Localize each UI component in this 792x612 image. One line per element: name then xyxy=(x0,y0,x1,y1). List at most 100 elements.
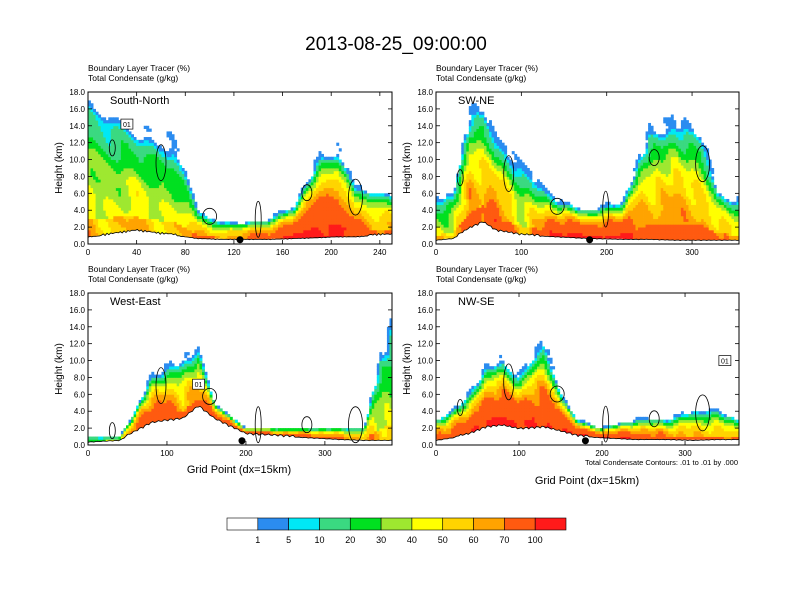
field-cell xyxy=(668,198,672,203)
field-cell xyxy=(108,190,112,194)
field-cell xyxy=(524,179,528,183)
y-axis-label: Height (km) xyxy=(54,142,65,194)
field-cell xyxy=(227,224,231,228)
field-cell xyxy=(511,221,515,225)
field-cell xyxy=(438,213,442,217)
field-cell xyxy=(478,165,482,169)
field-cell xyxy=(110,184,114,189)
field-cell xyxy=(136,165,140,169)
field-cell xyxy=(386,198,390,203)
field-cell xyxy=(333,165,337,169)
field-cell xyxy=(665,137,669,141)
field-cell xyxy=(166,156,170,160)
field-cell xyxy=(658,235,662,239)
field-cell xyxy=(336,227,340,231)
field-cell xyxy=(141,159,145,163)
field-cell xyxy=(348,179,352,183)
field-cell xyxy=(123,193,127,197)
field-cell xyxy=(448,196,452,200)
field-cell xyxy=(653,134,657,138)
field-cell xyxy=(100,159,104,163)
field-cell xyxy=(141,207,145,211)
field-cell xyxy=(458,184,462,189)
field-cell xyxy=(494,193,497,197)
field-cell xyxy=(333,198,337,203)
field-cell xyxy=(361,229,365,234)
field-cell xyxy=(670,131,674,135)
field-cell xyxy=(303,207,307,211)
field-cell xyxy=(313,190,317,194)
field-cell xyxy=(489,156,492,160)
field-cell xyxy=(660,232,664,236)
field-cell xyxy=(156,151,160,155)
field-cell xyxy=(675,128,679,132)
field-cell xyxy=(544,204,548,208)
field-cell xyxy=(559,227,563,231)
field-cell xyxy=(504,196,508,200)
field-cell xyxy=(295,224,299,228)
field-cell xyxy=(638,218,641,222)
field-cell xyxy=(189,218,193,222)
field-cell xyxy=(272,235,276,239)
field-cell xyxy=(126,159,129,163)
field-cell xyxy=(146,139,150,144)
field-cell xyxy=(131,153,134,158)
field-cell xyxy=(131,168,134,172)
field-cell xyxy=(443,204,447,208)
field-cell xyxy=(143,168,147,172)
field-cell xyxy=(519,229,523,234)
field-cell xyxy=(118,139,122,144)
field-cell xyxy=(105,131,109,135)
field-cell xyxy=(660,184,664,189)
field-cell xyxy=(98,184,102,189)
field-cell xyxy=(663,187,667,191)
field-cell xyxy=(381,210,385,214)
field-cell xyxy=(572,215,576,220)
field-cell xyxy=(658,184,662,189)
field-cell xyxy=(331,196,335,200)
field-cell xyxy=(499,170,503,175)
field-cell xyxy=(653,224,657,228)
field-cell xyxy=(343,179,347,183)
field-cell xyxy=(592,235,596,239)
field-cell xyxy=(341,207,345,211)
field-cell xyxy=(552,210,556,214)
field-cell xyxy=(524,224,528,228)
field-cell xyxy=(103,187,107,191)
field-cell xyxy=(90,232,94,236)
field-cell xyxy=(476,148,480,152)
field-cell xyxy=(597,224,601,228)
field-cell xyxy=(514,182,518,186)
field-cell xyxy=(473,221,477,225)
field-cell xyxy=(98,210,102,214)
field-cell xyxy=(336,210,340,214)
field-cell xyxy=(126,201,129,205)
field-cell xyxy=(595,224,598,228)
field-cell xyxy=(483,170,487,175)
field-cell xyxy=(316,224,319,228)
field-cell xyxy=(136,142,140,146)
field-cell xyxy=(481,153,485,158)
field-cell xyxy=(318,201,322,205)
field-cell xyxy=(164,165,167,169)
field-cell xyxy=(166,184,170,189)
field-cell xyxy=(354,210,357,214)
field-cell xyxy=(356,224,360,228)
field-cell xyxy=(486,151,490,155)
field-cell xyxy=(670,120,674,124)
field-cell xyxy=(519,210,523,214)
field-cell xyxy=(283,213,286,217)
field-cell xyxy=(98,221,102,225)
field-cell xyxy=(655,176,659,180)
field-cell xyxy=(655,210,659,214)
field-cell xyxy=(471,111,475,115)
field-cell xyxy=(494,213,497,217)
field-cell xyxy=(321,182,324,186)
field-cell xyxy=(171,187,175,191)
field-cell xyxy=(207,218,210,222)
field-cell xyxy=(640,165,644,169)
field-cell xyxy=(483,159,487,163)
field-cell xyxy=(635,198,639,203)
field-cell xyxy=(369,224,373,228)
field-cell xyxy=(346,170,350,175)
